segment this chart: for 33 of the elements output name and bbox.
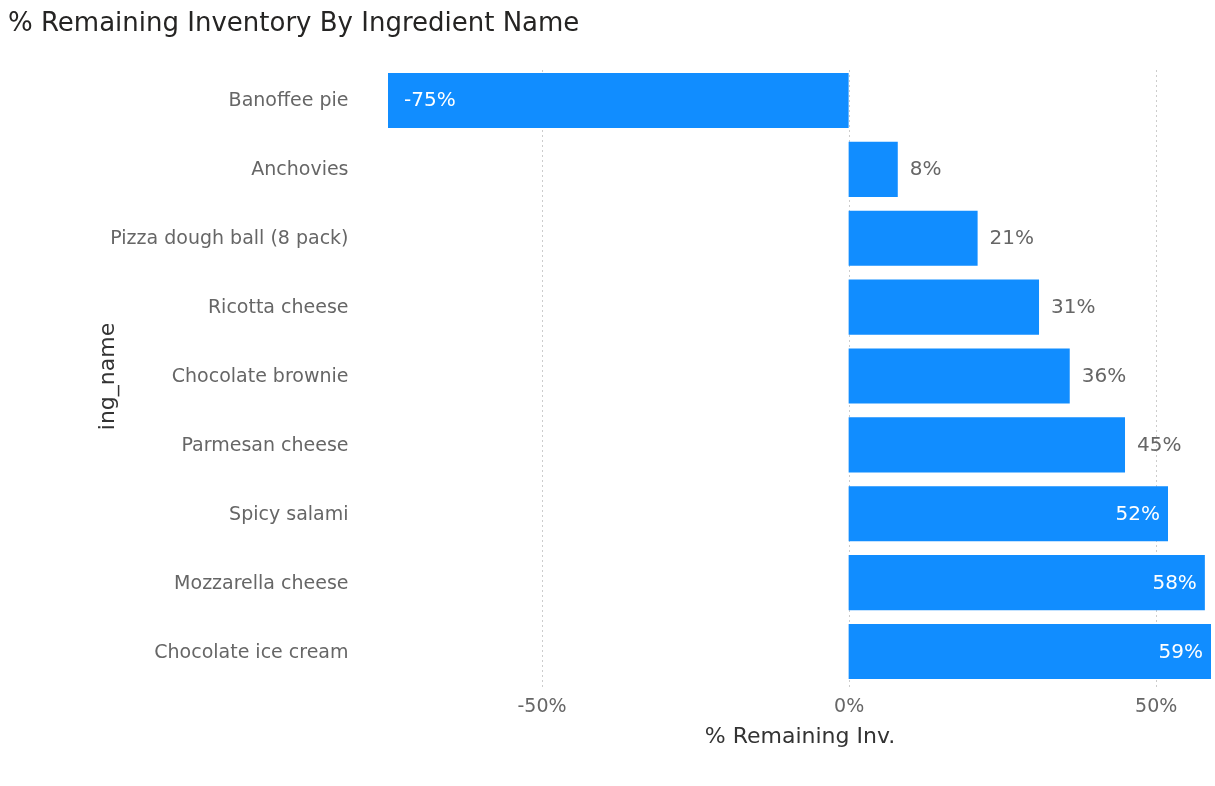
y-tick-label: Anchovies [251, 157, 349, 180]
x-tick-label: 0% [834, 693, 865, 716]
data-label: 31% [1051, 294, 1096, 319]
data-label: 45% [1137, 431, 1182, 456]
data-label: -75% [404, 87, 456, 112]
data-label: 52% [1115, 500, 1161, 525]
y-axis-title: ing_name [93, 322, 120, 431]
y-tick-label: Chocolate ice cream [154, 639, 349, 662]
x-tick-label: 50% [1135, 693, 1178, 716]
bar [848, 555, 1205, 611]
bar [848, 624, 1211, 680]
bar [848, 279, 1040, 335]
x-axis-title: % Remaining Inv. [704, 722, 896, 748]
bar [388, 72, 849, 128]
y-tick-label: Ricotta cheese [207, 295, 349, 318]
y-tick-label: Parmesan cheese [181, 432, 349, 455]
data-label: 21% [989, 225, 1035, 250]
bar [848, 141, 898, 197]
bar [848, 417, 1126, 473]
y-tick-label: Mozzarella cheese [174, 570, 349, 593]
bar [848, 210, 978, 266]
x-tick-label: -50% [517, 693, 567, 716]
data-label: 59% [1158, 638, 1203, 663]
data-label: 58% [1152, 569, 1197, 594]
y-tick-label: Banoffee pie [228, 88, 349, 111]
bar [848, 486, 1169, 542]
data-label: 8% [909, 156, 942, 181]
y-tick-label: Pizza dough ball (8 pack) [110, 226, 349, 249]
chart-title: % Remaining Inventory By Ingredient Name [8, 7, 580, 37]
y-tick-label: Chocolate brownie [171, 364, 349, 386]
bar [848, 348, 1070, 404]
y-tick-label: Spicy salami [229, 501, 349, 524]
data-label: 36% [1081, 363, 1127, 387]
